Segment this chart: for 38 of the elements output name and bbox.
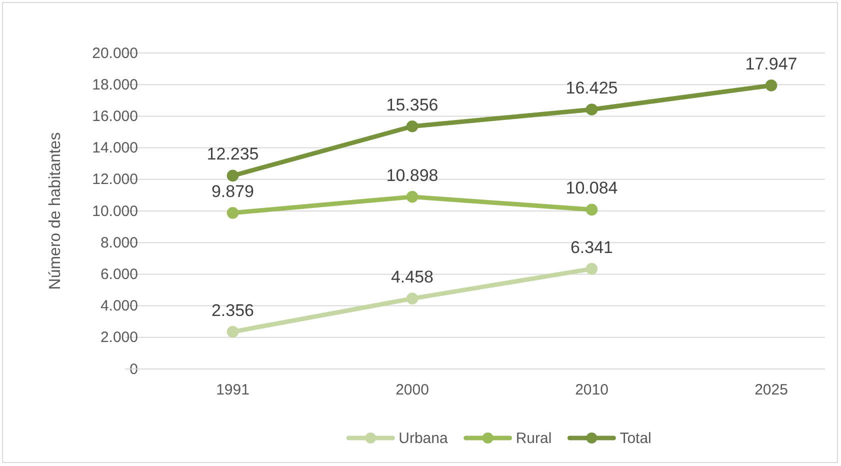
point [226,207,239,219]
point [586,104,598,116]
point [586,262,598,275]
x-tick-label: 2000 [396,382,429,399]
point [586,204,598,216]
y-tick-label: 4.000 [100,298,138,315]
data-label: 17.947 [745,54,798,74]
point [765,80,778,92]
y-tick-label: 2.000 [100,329,138,346]
y-tick-label: 12.000 [92,171,138,188]
data-label: 16.425 [566,78,618,98]
y-tick-label: 14.000 [92,140,138,157]
y-tick-label: 10.000 [92,202,138,220]
data-label: 9.879 [211,182,254,201]
y-tick-label: 8.000 [100,234,138,252]
x-tick-label: 1991 [216,382,250,399]
point [406,190,418,203]
data-label: 15.356 [386,95,438,114]
x-tick-label: 2025 [754,382,788,399]
y-tick-label: 18.000 [92,76,138,94]
point [226,326,239,338]
data-label: 10.898 [386,166,438,185]
legend-label: Rural [516,430,552,447]
point [406,120,418,132]
y-tick-label: 6.000 [100,266,138,283]
data-label: 10.084 [566,178,618,198]
data-label: 2.356 [211,300,254,320]
legend-label: Total [620,430,652,447]
y-tick-label: 16.000 [92,108,138,125]
point [406,292,418,304]
data-label: 6.341 [570,238,614,257]
y-tick-label: 20.000 [92,44,138,62]
x-tick-label: 2010 [575,382,608,399]
legend-label: Urbana [398,430,448,447]
y-axis-title: Número de habitantes [47,132,64,290]
data-label: 12.235 [206,144,259,164]
point [226,170,239,182]
data-label: 4.458 [390,268,434,287]
